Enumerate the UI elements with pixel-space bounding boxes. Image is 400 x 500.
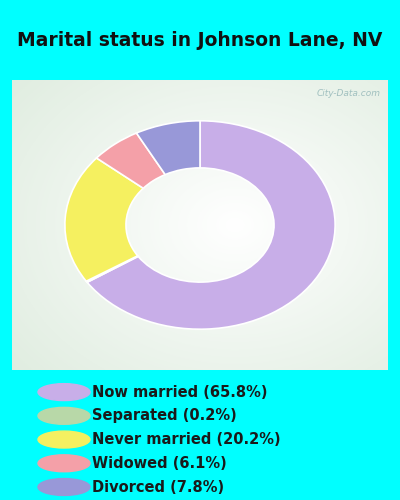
Wedge shape: [136, 121, 200, 174]
Text: Widowed (6.1%): Widowed (6.1%): [92, 456, 227, 471]
Text: Never married (20.2%): Never married (20.2%): [92, 432, 281, 447]
Text: Marital status in Johnson Lane, NV: Marital status in Johnson Lane, NV: [17, 30, 383, 50]
Circle shape: [38, 478, 90, 496]
Text: Divorced (7.8%): Divorced (7.8%): [92, 480, 224, 494]
Wedge shape: [65, 158, 143, 281]
Circle shape: [38, 384, 90, 400]
Wedge shape: [86, 256, 138, 282]
Wedge shape: [96, 133, 165, 188]
Text: City-Data.com: City-Data.com: [316, 88, 380, 98]
Circle shape: [38, 431, 90, 448]
Text: Now married (65.8%): Now married (65.8%): [92, 384, 268, 400]
Wedge shape: [87, 121, 335, 329]
Circle shape: [38, 408, 90, 424]
Text: Separated (0.2%): Separated (0.2%): [92, 408, 237, 424]
Circle shape: [38, 455, 90, 471]
